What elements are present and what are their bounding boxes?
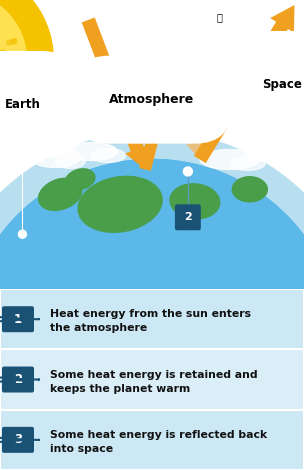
- FancyBboxPatch shape: [0, 349, 304, 410]
- Ellipse shape: [245, 146, 285, 162]
- Text: 1: 1: [14, 313, 22, 326]
- FancyBboxPatch shape: [69, 94, 95, 119]
- Circle shape: [0, 57, 2, 62]
- Ellipse shape: [55, 155, 85, 168]
- Circle shape: [0, 159, 304, 470]
- Text: 2: 2: [184, 212, 192, 222]
- Text: Some heat energy is retained and: Some heat energy is retained and: [50, 369, 257, 380]
- Ellipse shape: [232, 177, 267, 202]
- Circle shape: [248, 118, 256, 125]
- Ellipse shape: [63, 142, 118, 160]
- Ellipse shape: [78, 176, 162, 232]
- Ellipse shape: [170, 184, 220, 219]
- Circle shape: [0, 0, 53, 155]
- FancyBboxPatch shape: [2, 427, 34, 453]
- FancyBboxPatch shape: [2, 306, 34, 332]
- Text: into space: into space: [50, 444, 113, 454]
- Circle shape: [7, 40, 12, 45]
- Ellipse shape: [78, 176, 162, 232]
- Text: Sun: Sun: [152, 75, 178, 88]
- Ellipse shape: [66, 169, 95, 190]
- Circle shape: [0, 50, 5, 55]
- Text: 🛸: 🛸: [217, 12, 223, 22]
- FancyBboxPatch shape: [225, 84, 251, 110]
- Ellipse shape: [170, 184, 220, 219]
- Text: Space: Space: [262, 78, 302, 91]
- Ellipse shape: [230, 157, 265, 171]
- Circle shape: [11, 39, 16, 44]
- Polygon shape: [170, 49, 206, 159]
- Polygon shape: [82, 17, 149, 170]
- Circle shape: [2, 77, 7, 82]
- Ellipse shape: [66, 169, 95, 190]
- Ellipse shape: [39, 178, 82, 211]
- Text: 2: 2: [14, 373, 22, 386]
- FancyBboxPatch shape: [0, 410, 304, 470]
- Circle shape: [0, 159, 304, 470]
- Circle shape: [19, 230, 26, 238]
- Circle shape: [0, 132, 304, 470]
- Text: 1: 1: [78, 102, 86, 112]
- Text: keeps the planet warm: keeps the planet warm: [50, 384, 190, 393]
- Text: Atmosphere: Atmosphere: [109, 93, 195, 106]
- FancyBboxPatch shape: [0, 289, 304, 349]
- FancyBboxPatch shape: [2, 367, 34, 392]
- Text: Some heat energy is reflected back: Some heat energy is reflected back: [50, 430, 267, 440]
- Text: 3: 3: [234, 92, 242, 102]
- Circle shape: [0, 0, 26, 127]
- Ellipse shape: [30, 148, 80, 167]
- Ellipse shape: [39, 178, 82, 211]
- Ellipse shape: [232, 177, 267, 202]
- Text: Earth: Earth: [5, 98, 40, 111]
- Circle shape: [148, 131, 156, 139]
- Ellipse shape: [91, 149, 126, 163]
- Circle shape: [12, 39, 17, 44]
- Text: 3: 3: [14, 433, 22, 446]
- Circle shape: [116, 95, 125, 104]
- Circle shape: [46, 61, 54, 69]
- Circle shape: [183, 167, 192, 176]
- Text: the atmosphere: the atmosphere: [50, 323, 147, 333]
- Polygon shape: [139, 50, 182, 171]
- Circle shape: [11, 52, 16, 57]
- Circle shape: [210, 107, 219, 116]
- FancyBboxPatch shape: [175, 204, 201, 230]
- Text: Heat energy from the sun enters: Heat energy from the sun enters: [50, 309, 251, 319]
- Ellipse shape: [200, 149, 260, 170]
- Circle shape: [10, 61, 15, 66]
- Polygon shape: [194, 5, 295, 163]
